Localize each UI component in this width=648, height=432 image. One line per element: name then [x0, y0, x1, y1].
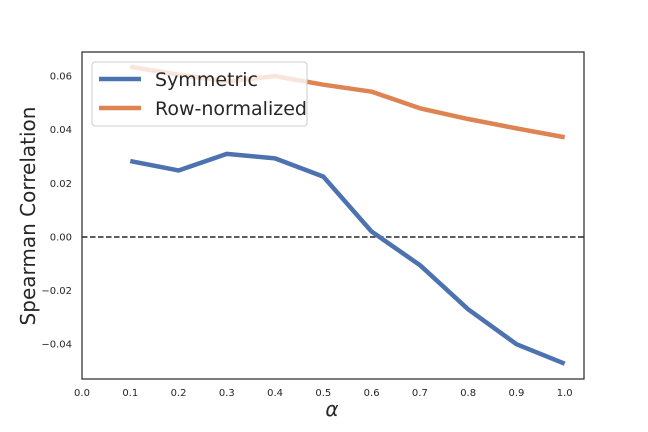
x-tick-label: 1.0 [557, 388, 573, 399]
y-tick-label: 0.00 [50, 232, 72, 243]
x-axis-label: α [325, 397, 338, 421]
x-tick-label: 0.5 [315, 388, 331, 399]
legend: Symmetric Row-normalized [91, 61, 308, 127]
y-tick-label: 0.06 [50, 72, 72, 83]
y-axis: −0.04 −0.02 0.00 0.02 0.04 0.06 [41, 72, 72, 351]
x-tick-label: 0.4 [267, 388, 283, 399]
y-tick-label: 0.04 [50, 125, 72, 136]
y-tick-label: −0.02 [41, 286, 72, 297]
x-tick-label: 0.8 [460, 388, 476, 399]
legend-label: Symmetric [155, 69, 258, 91]
legend-label: Row-normalized [155, 98, 307, 120]
x-axis: 0.0 0.1 0.2 0.3 0.4 0.5 0.6 0.7 0.8 0.9 1.0 [74, 388, 573, 399]
series-line-symmetric [129, 151, 566, 366]
x-tick-label: 0.3 [219, 388, 235, 399]
legend-box [91, 61, 308, 127]
x-tick-label: 0.7 [412, 388, 428, 399]
y-tick-label: 0.02 [50, 179, 72, 190]
x-tick-label: 0.2 [171, 388, 187, 399]
plot-frame [81, 51, 585, 380]
x-tick-label: 0.9 [508, 388, 524, 399]
x-tick-label: 0.6 [364, 388, 380, 399]
x-tick-label: 0.1 [122, 388, 138, 399]
x-tick-label: 0.0 [74, 388, 90, 399]
y-axis-label: Spearman Correlation [16, 107, 40, 326]
y-tick-label: −0.04 [41, 340, 72, 351]
